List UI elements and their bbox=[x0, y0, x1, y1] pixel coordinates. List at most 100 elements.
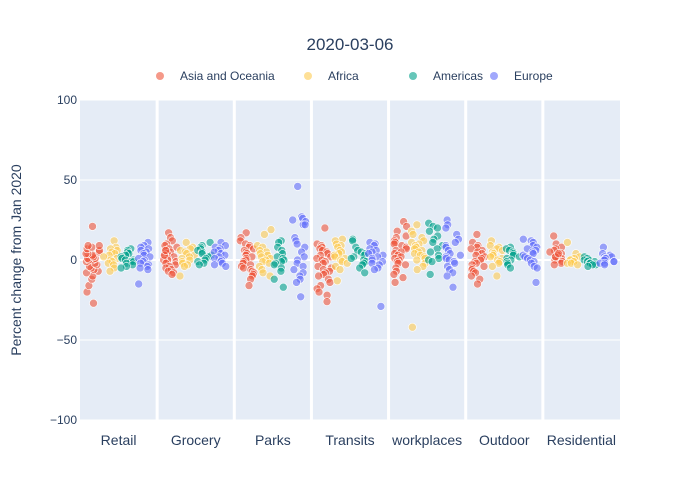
data-point[interactable] bbox=[408, 230, 418, 239]
data-point[interactable] bbox=[433, 223, 442, 233]
data-point[interactable] bbox=[244, 281, 254, 290]
data-point[interactable] bbox=[276, 266, 286, 276]
data-point[interactable] bbox=[181, 238, 191, 247]
data-point[interactable] bbox=[335, 265, 345, 274]
legend-item[interactable]: Americas bbox=[409, 69, 483, 83]
data-point[interactable] bbox=[293, 182, 303, 191]
data-point[interactable] bbox=[609, 257, 619, 266]
data-point[interactable] bbox=[450, 238, 460, 247]
data-point[interactable] bbox=[448, 282, 458, 292]
data-point[interactable] bbox=[300, 220, 310, 230]
data-point[interactable] bbox=[89, 298, 98, 308]
data-point[interactable] bbox=[428, 238, 438, 247]
data-point[interactable] bbox=[376, 302, 386, 311]
data-point[interactable] bbox=[239, 263, 248, 273]
data-point[interactable] bbox=[506, 263, 515, 273]
data-point[interactable] bbox=[425, 226, 434, 236]
data-point[interactable] bbox=[472, 230, 482, 239]
data-point[interactable] bbox=[408, 322, 417, 332]
x-category-label: Retail bbox=[101, 432, 137, 448]
y-tick-label: 100 bbox=[57, 93, 77, 107]
data-point[interactable] bbox=[360, 268, 370, 278]
legend-item[interactable]: Europe bbox=[490, 69, 553, 83]
data-point[interactable] bbox=[600, 260, 609, 270]
data-point[interactable] bbox=[221, 262, 231, 271]
data-point[interactable] bbox=[260, 230, 269, 239]
data-point[interactable] bbox=[456, 250, 465, 260]
y-tick-label: 0 bbox=[70, 253, 77, 267]
legend-item[interactable]: Asia and Oceania bbox=[156, 69, 275, 83]
data-point[interactable] bbox=[370, 265, 379, 274]
data-point[interactable] bbox=[180, 262, 189, 271]
plot-area[interactable] bbox=[80, 99, 620, 421]
data-point[interactable] bbox=[441, 223, 451, 233]
data-point[interactable] bbox=[314, 287, 324, 297]
data-point[interactable] bbox=[425, 270, 435, 279]
data-point[interactable] bbox=[99, 252, 108, 262]
legend-label: Americas bbox=[433, 69, 483, 83]
data-point[interactable] bbox=[269, 274, 279, 284]
data-point[interactable] bbox=[531, 278, 541, 287]
data-point[interactable] bbox=[398, 273, 408, 282]
data-point[interactable] bbox=[332, 276, 342, 286]
data-point[interactable] bbox=[442, 271, 452, 281]
data-point[interactable] bbox=[545, 247, 555, 257]
data-point[interactable] bbox=[479, 262, 489, 271]
data-point[interactable] bbox=[105, 266, 115, 276]
x-category-label: Transits bbox=[325, 432, 374, 448]
data-point[interactable] bbox=[492, 271, 502, 281]
data-point[interactable] bbox=[288, 215, 298, 225]
data-point[interactable] bbox=[195, 260, 204, 270]
data-point[interactable] bbox=[401, 260, 410, 270]
data-point[interactable] bbox=[289, 265, 299, 274]
data-point[interactable] bbox=[135, 263, 145, 273]
data-point[interactable] bbox=[269, 260, 279, 270]
data-point[interactable] bbox=[573, 260, 582, 270]
data-point[interactable] bbox=[116, 263, 126, 273]
data-point[interactable] bbox=[467, 271, 476, 281]
data-point[interactable] bbox=[83, 241, 93, 250]
data-point[interactable] bbox=[292, 278, 301, 287]
data-point[interactable] bbox=[389, 270, 399, 279]
data-point[interactable] bbox=[549, 231, 559, 241]
data-point[interactable] bbox=[161, 246, 170, 255]
data-point[interactable] bbox=[167, 270, 177, 279]
x-category-label: workplaces bbox=[391, 432, 462, 448]
data-point[interactable] bbox=[241, 228, 251, 238]
data-point[interactable] bbox=[426, 247, 435, 257]
data-point[interactable] bbox=[390, 278, 400, 287]
data-point[interactable] bbox=[296, 292, 306, 302]
data-point[interactable] bbox=[427, 257, 437, 266]
data-point[interactable] bbox=[563, 238, 572, 247]
data-point[interactable] bbox=[258, 268, 268, 278]
data-point[interactable] bbox=[143, 265, 153, 274]
data-point[interactable] bbox=[320, 223, 330, 233]
legend[interactable]: Asia and Oceania Africa Americas Europe bbox=[156, 69, 553, 83]
data-point[interactable] bbox=[346, 254, 356, 263]
data-point[interactable] bbox=[450, 258, 460, 268]
data-point[interactable] bbox=[325, 278, 335, 287]
data-point[interactable] bbox=[583, 262, 593, 271]
data-point[interactable] bbox=[322, 297, 332, 306]
data-point[interactable] bbox=[532, 263, 542, 273]
data-point[interactable] bbox=[518, 234, 528, 244]
data-point[interactable] bbox=[134, 279, 143, 289]
chart-title: 2020-03-06 bbox=[307, 35, 394, 54]
data-point[interactable] bbox=[314, 271, 323, 281]
data-point[interactable] bbox=[88, 222, 97, 231]
data-point[interactable] bbox=[95, 241, 104, 250]
x-category-label: Parks bbox=[255, 432, 291, 448]
data-point[interactable] bbox=[175, 271, 185, 281]
data-point[interactable] bbox=[210, 260, 219, 270]
data-point[interactable] bbox=[278, 282, 288, 292]
data-point[interactable] bbox=[292, 239, 302, 249]
legend-item[interactable]: Africa bbox=[304, 69, 359, 83]
data-point[interactable] bbox=[412, 220, 422, 230]
data-point[interactable] bbox=[473, 279, 482, 289]
data-point[interactable] bbox=[266, 225, 276, 234]
data-point[interactable] bbox=[412, 265, 422, 274]
data-point[interactable] bbox=[554, 249, 563, 258]
data-point[interactable] bbox=[549, 260, 559, 270]
data-point[interactable] bbox=[488, 262, 497, 271]
data-point[interactable] bbox=[412, 255, 422, 265]
